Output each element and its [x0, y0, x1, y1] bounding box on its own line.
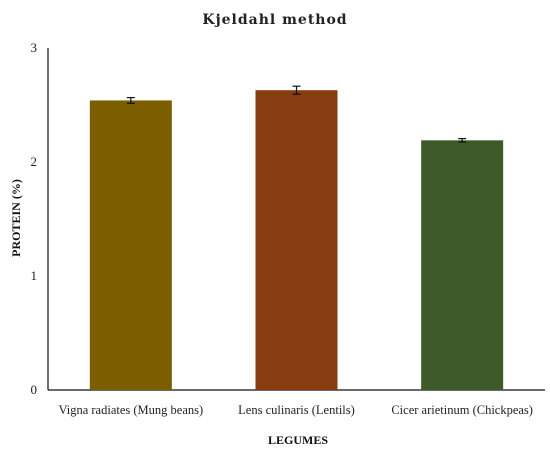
y-ticks: 0 1 2 3: [31, 40, 38, 397]
chart-title: Kjeldahl method: [202, 12, 347, 28]
y-tick-label: 0: [31, 382, 38, 397]
category-label: Cicer arietinum (Chickpeas): [391, 403, 533, 417]
category-label: Lens culinaris (Lentils): [238, 403, 355, 417]
bars: [89, 85, 504, 391]
y-axis-label: PROTEIN (%): [9, 179, 23, 257]
category-labels: Vigna radiates (Mung beans) Lens culinari…: [58, 403, 532, 417]
y-tick-label: 2: [31, 154, 38, 169]
x-axis-label: LEGUMES: [268, 433, 328, 447]
error-bar: [126, 96, 135, 104]
y-tick-label: 1: [31, 268, 38, 283]
error-bar: [458, 138, 467, 143]
bar: [255, 90, 338, 391]
bar: [421, 140, 504, 390]
y-tick-label: 3: [31, 40, 38, 55]
error-bar: [292, 85, 301, 95]
bar: [89, 100, 172, 390]
category-label: Vigna radiates (Mung beans): [58, 403, 203, 417]
